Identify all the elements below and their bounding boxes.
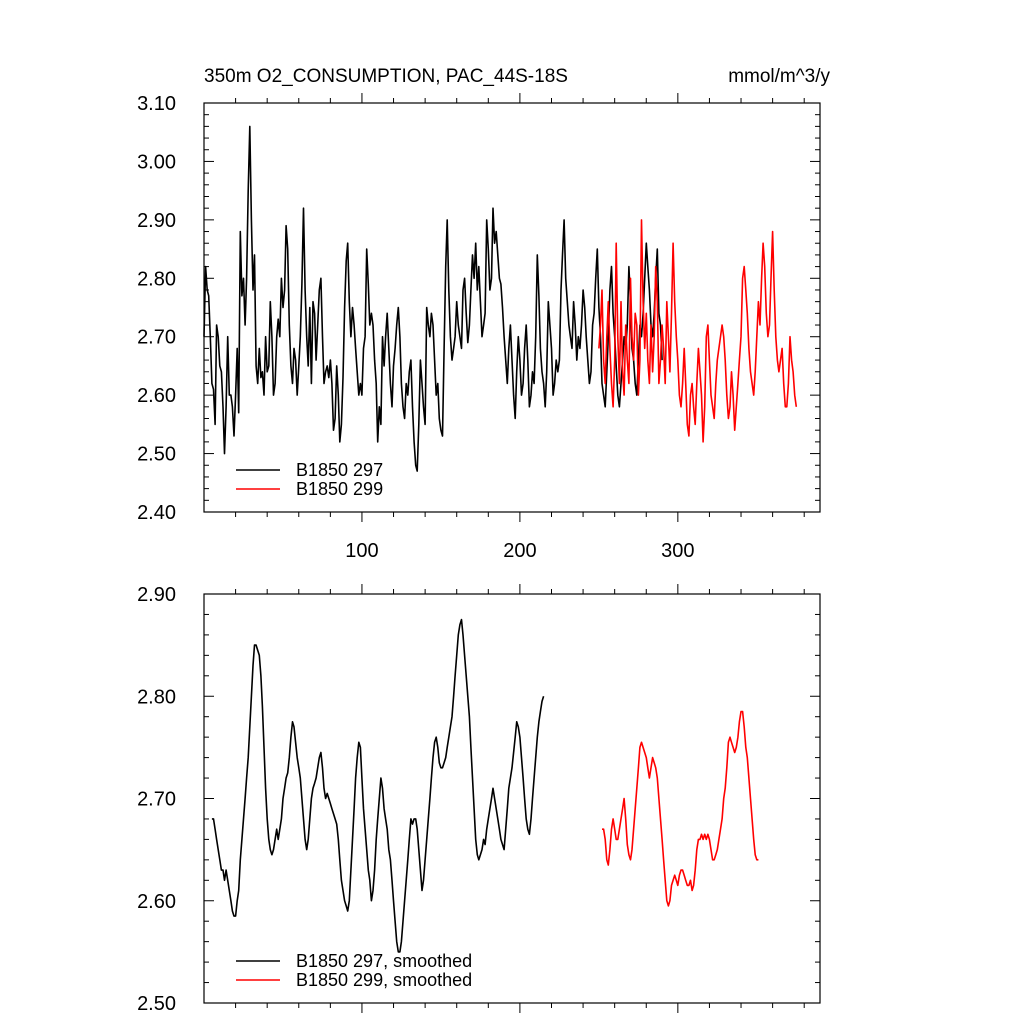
- y-tick-label: 2.60: [137, 891, 176, 913]
- y-tick-label: 2.90: [137, 210, 176, 232]
- legend-label-2: B1850 299, smoothed: [296, 970, 472, 990]
- y-tick-label: 2.50: [137, 444, 176, 466]
- y-tick-label: 2.70: [137, 789, 176, 811]
- units-label: mmol/m^3/y: [728, 66, 830, 87]
- legend-label-1: B1850 297, smoothed: [296, 951, 472, 971]
- x-tick-label: 300: [661, 540, 694, 562]
- y-tick-label: 2.70: [137, 327, 176, 349]
- x-tick-label: 200: [503, 540, 536, 562]
- y-tick-label: 2.90: [137, 584, 176, 606]
- series-line-2: [602, 710, 759, 907]
- series-line-1: [203, 125, 663, 472]
- bottom-panel: 2.50 2.60 2.70 2.80 2.90 B1850 297, smoothed…: [137, 584, 821, 1015]
- y-tick-label: 2.60: [137, 385, 176, 407]
- series-line-2: [598, 219, 798, 443]
- series-line-1: [211, 618, 545, 953]
- y-tick-label: 2.40: [137, 502, 176, 524]
- top-plot-frame: [203, 102, 821, 513]
- legend-label-1: B1850 297: [296, 460, 383, 480]
- x-tick-label: 100: [345, 540, 378, 562]
- y-tick-label: 2.80: [137, 268, 176, 290]
- y-tick-label: 3.10: [137, 93, 176, 115]
- top-panel: 2.40 2.50 2.60 2.70 2.80 2.90 3.00 3.10 100 200 30…: [137, 93, 821, 562]
- y-tick-label: 2.50: [137, 993, 176, 1015]
- legend-label-2: B1850 299: [296, 479, 383, 499]
- bottom-plot-frame: [203, 593, 821, 1004]
- y-tick-label: 2.80: [137, 686, 176, 708]
- chart-title: 350m O2_CONSUMPTION, PAC_44S-18S: [204, 66, 568, 87]
- y-tick-label: 3.00: [137, 151, 176, 173]
